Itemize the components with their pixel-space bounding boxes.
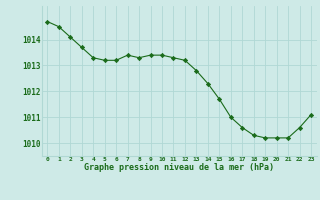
X-axis label: Graphe pression niveau de la mer (hPa): Graphe pression niveau de la mer (hPa) bbox=[84, 163, 274, 172]
